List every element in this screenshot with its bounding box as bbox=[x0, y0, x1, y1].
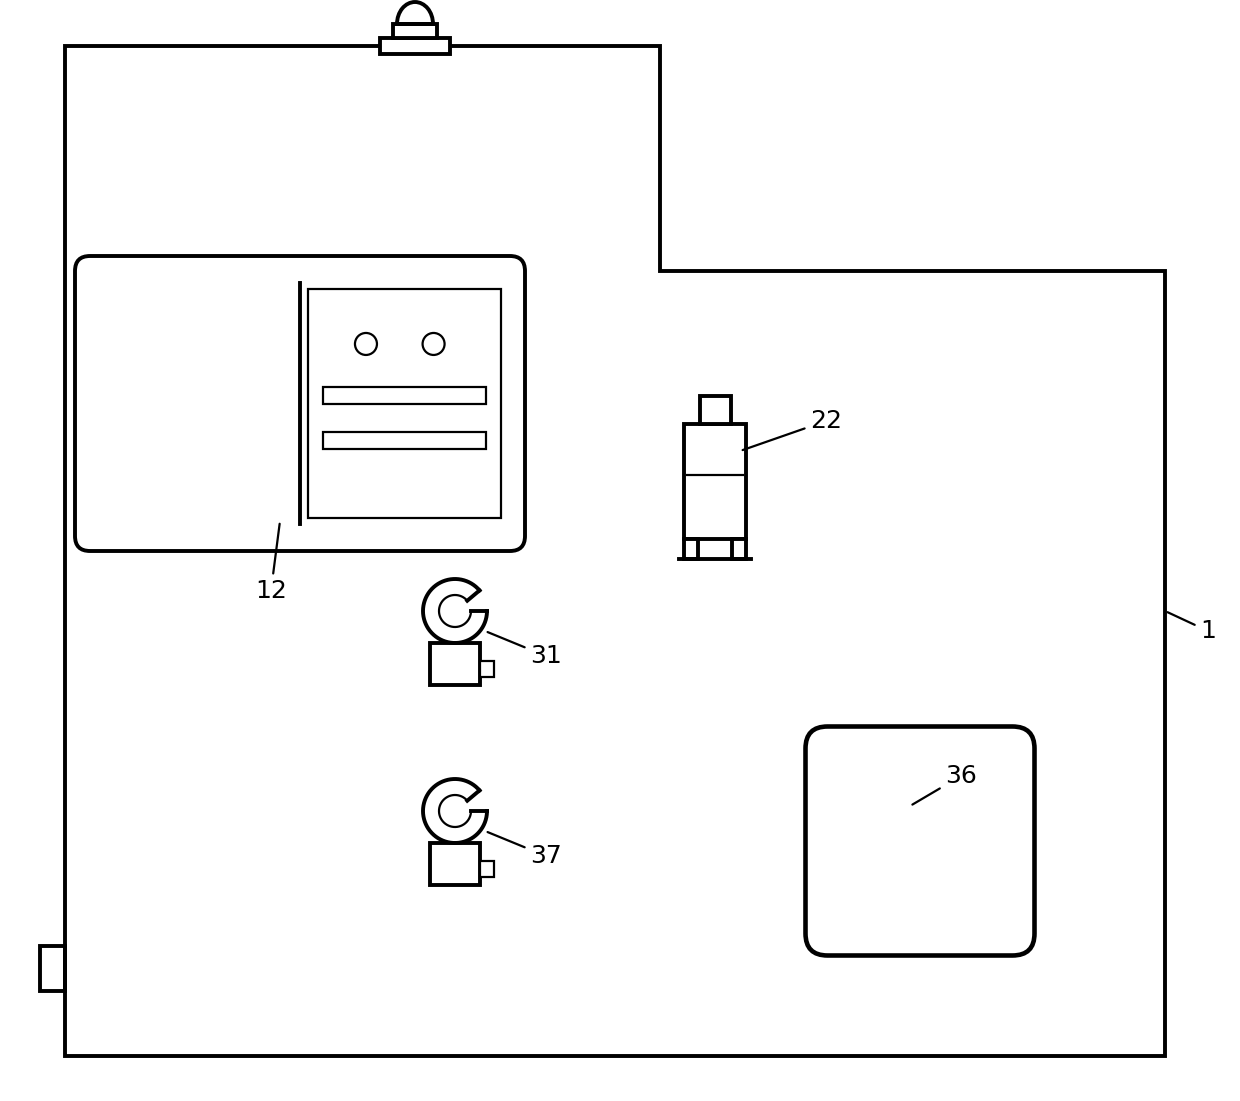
Text: 22: 22 bbox=[743, 408, 842, 450]
Bar bbox=[480, 661, 494, 677]
Bar bbox=[379, 39, 450, 54]
Text: 1: 1 bbox=[1168, 612, 1216, 643]
Bar bbox=[684, 538, 698, 558]
Text: 36: 36 bbox=[913, 764, 977, 805]
Bar bbox=[430, 643, 480, 685]
FancyBboxPatch shape bbox=[74, 257, 525, 550]
Bar bbox=[324, 433, 486, 449]
Text: 37: 37 bbox=[487, 832, 562, 868]
Text: 12: 12 bbox=[255, 524, 286, 603]
FancyBboxPatch shape bbox=[806, 727, 1034, 956]
Bar bbox=[430, 843, 480, 885]
Text: 31: 31 bbox=[487, 632, 562, 668]
Bar bbox=[699, 395, 730, 424]
Circle shape bbox=[423, 333, 445, 355]
Bar bbox=[324, 386, 486, 403]
Bar bbox=[684, 424, 746, 538]
Bar bbox=[393, 24, 436, 39]
Bar bbox=[480, 861, 494, 876]
Circle shape bbox=[355, 333, 377, 355]
Bar bbox=[732, 538, 746, 558]
Bar bbox=[308, 288, 501, 517]
